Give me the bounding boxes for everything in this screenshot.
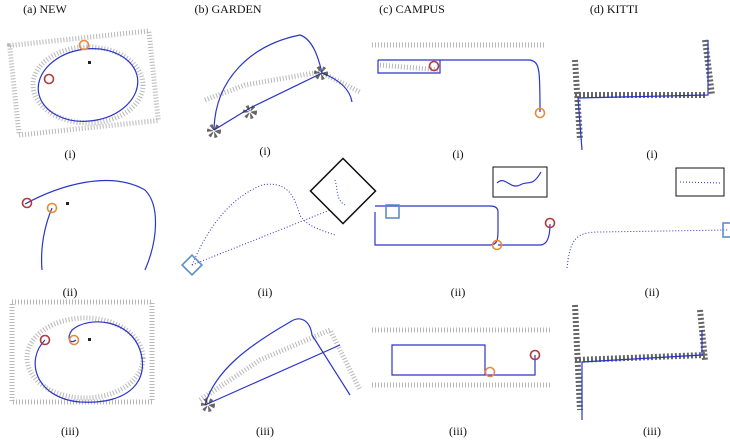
- column-title: (c) CAMPUS: [379, 2, 445, 16]
- panel-label: (iii): [449, 424, 467, 438]
- column-title: (d) KITTI: [590, 2, 638, 16]
- panel-label: (i): [646, 147, 657, 161]
- panel-campus-iii: [372, 330, 550, 385]
- panel-garden-i: [205, 35, 360, 135]
- panel-label: (iii): [61, 424, 79, 438]
- panel-new-iii: [12, 302, 152, 402]
- column-title: (a) NEW: [23, 2, 67, 16]
- panel-new-ii: [23, 181, 156, 270]
- figure: (a) NEW (b) GARDEN (c) CAMPUS (d) KITTI …: [0, 0, 730, 445]
- panel-label: (ii): [258, 285, 273, 299]
- panel-garden-ii: [182, 158, 375, 274]
- panel-label: (i): [64, 147, 75, 161]
- panel-campus-ii: [375, 167, 555, 250]
- panel-kitti-ii: [567, 168, 730, 268]
- panel-label: (iii): [256, 424, 274, 438]
- panel-garden-iii: [200, 319, 360, 409]
- panel-label: (i): [452, 147, 463, 161]
- panel-label: (ii): [645, 285, 660, 299]
- panel-label: (ii): [63, 285, 78, 299]
- panel-new-i: [10, 31, 159, 135]
- panel-label: (i): [259, 144, 270, 158]
- panel-campus-i: [372, 45, 545, 118]
- column-title: (b) GARDEN: [195, 2, 262, 16]
- panel-kitti-iii: [575, 305, 705, 420]
- panel-label: (iii): [643, 424, 661, 438]
- panel-label: (ii): [451, 285, 466, 299]
- panel-kitti-i: [575, 40, 712, 150]
